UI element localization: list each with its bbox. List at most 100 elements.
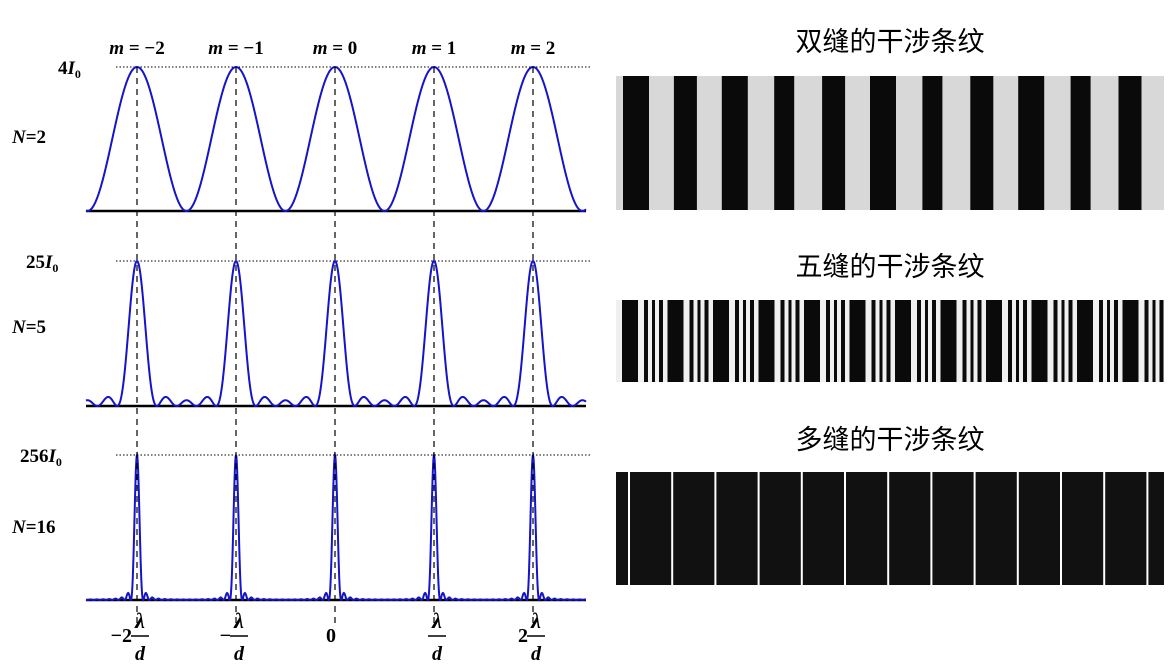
x-tick-d: d [432, 643, 443, 665]
dark-fringe [1008, 300, 1012, 382]
dark-fringe [849, 300, 866, 382]
fringe-stripes [616, 300, 1164, 382]
bright-line [671, 472, 674, 585]
dark-fringe [932, 300, 936, 382]
multi-slit-title: 多缝的干涉条纹 [795, 425, 985, 456]
bright-line [1060, 472, 1062, 585]
dark-fringe [962, 300, 967, 382]
x-tick-prefix: − [220, 625, 231, 647]
dark-fringe [704, 300, 709, 382]
multi-slit-fringe-image [616, 472, 1164, 585]
dark-fringe [750, 300, 754, 382]
bright-line [1016, 472, 1019, 585]
dark-fringe [870, 76, 896, 210]
double-slit-fringe-image [616, 76, 1164, 210]
five-slit-title: 五缝的干涉条纹 [795, 252, 985, 283]
n-label: N=2 [11, 127, 46, 148]
bright-line [1146, 472, 1149, 585]
dark-fringe [970, 300, 974, 382]
dark-fringe [1144, 300, 1149, 382]
dark-fringe [986, 300, 1002, 382]
bright-line [714, 472, 717, 585]
dark-fringe [780, 300, 785, 382]
peak-label: 256I0 [20, 446, 62, 469]
order-label: m = 1 [412, 38, 457, 59]
n-label: N=16 [11, 517, 56, 538]
peak-label: 4I0 [58, 58, 81, 81]
dark-fringe [735, 300, 739, 382]
order-label: m = −2 [109, 38, 164, 59]
x-tick-lambda: λ [233, 608, 244, 633]
dark-fringe [697, 300, 701, 382]
bright-line [973, 472, 976, 585]
dark-fringe [822, 76, 846, 210]
dark-fringe [940, 300, 957, 382]
dark-fringe [721, 76, 748, 210]
dark-fringe [841, 300, 845, 382]
dark-fringe [1068, 300, 1073, 382]
dark-fringe [970, 76, 994, 210]
dark-fringe [977, 300, 982, 382]
intensity-curves [85, 65, 592, 628]
plot-labels: N=2 4I0 N=5 25I0 N=16 256I0 m = −2 m = −1 m = 0 m… [11, 38, 555, 665]
intensity-plots: N=2 4I0 N=5 25I0 N=16 256I0 m = −2 m = −1 m = 0 m… [11, 38, 592, 665]
dark-fringe [652, 300, 655, 382]
x-tick-d: d [234, 643, 245, 665]
x-tick-prefix: −2 [111, 625, 132, 647]
bright-line [628, 472, 630, 585]
dark-fringe [1152, 300, 1156, 382]
n-label: N=5 [11, 317, 46, 338]
dark-fringe [1107, 300, 1110, 382]
dark-fringe [1159, 300, 1164, 382]
peak-label: 25I0 [26, 252, 58, 275]
dark-fringe [623, 76, 649, 210]
dark-fringe [644, 300, 648, 382]
dark-fringe [774, 76, 795, 210]
dark-fringe [1023, 300, 1027, 382]
dark-fringe [1061, 300, 1065, 382]
dark-fringe [795, 300, 800, 382]
dark-fringe [922, 76, 943, 210]
dark-fringe [879, 300, 883, 382]
intensity-curve-n2 [85, 65, 587, 213]
x-tick-d: d [531, 643, 542, 665]
order-label: m = 0 [313, 38, 358, 59]
dark-fringe [917, 300, 921, 382]
x-tick-lambda: λ [431, 608, 442, 633]
dark-fringe [1122, 300, 1139, 382]
dark-fringe [689, 300, 694, 382]
dark-fringe [1077, 300, 1093, 382]
five-slit-fringe-image [616, 300, 1164, 382]
dark-fringe [758, 300, 775, 382]
bright-line [930, 472, 933, 585]
x-tick-lambda: λ [134, 608, 145, 633]
order-label: m = 2 [511, 38, 556, 59]
dark-fringe [895, 300, 911, 382]
x-tick-lambda: λ [530, 608, 541, 633]
dark-fringe [886, 300, 891, 382]
double-slit-title: 双缝的干涉条纹 [795, 27, 985, 58]
dark-fringe [743, 300, 746, 382]
dark-fringe [834, 300, 837, 382]
bright-line [887, 472, 890, 585]
dark-fringe [826, 300, 830, 382]
dark-fringe [1031, 300, 1048, 382]
intensity-curve-n5 [85, 259, 587, 408]
fringe-stripes [616, 472, 1164, 585]
dark-fringe [1114, 300, 1118, 382]
dark-fringe [1070, 76, 1091, 210]
bright-line [757, 472, 760, 585]
dark-fringe [1016, 300, 1019, 382]
dark-fringe [804, 300, 820, 382]
dark-fringe [925, 300, 928, 382]
bright-line [844, 472, 846, 585]
order-label: m = −1 [208, 38, 263, 59]
dark-fringe [788, 300, 792, 382]
dark-fringe [1118, 76, 1142, 210]
dark-fringe [1053, 300, 1058, 382]
dark-fringe [1099, 300, 1103, 382]
bright-line [1103, 472, 1106, 585]
x-tick-label: 0 [326, 625, 336, 647]
dark-fringe [713, 300, 729, 382]
fringe-stripes [616, 76, 1164, 210]
